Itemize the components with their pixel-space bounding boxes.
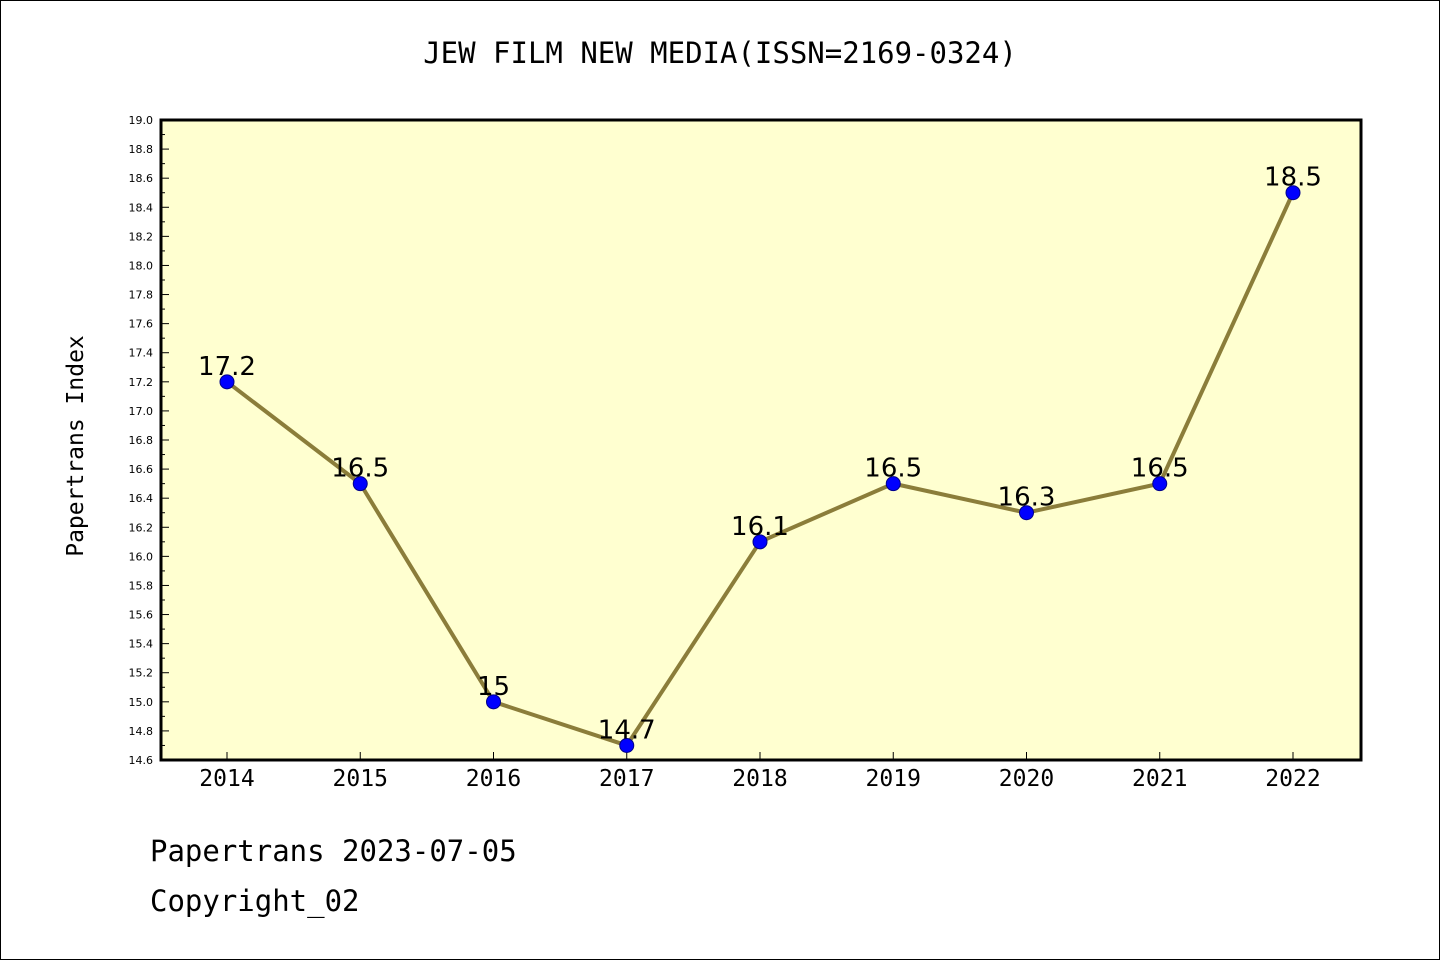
y-tick-label: 15.2 [129,667,154,680]
y-tick-label: 18.4 [129,201,154,214]
data-label: 16.5 [864,454,922,484]
y-tick-label: 15.0 [129,696,154,709]
y-tick-label: 16.2 [129,521,154,534]
y-tick-label: 16.4 [129,492,154,505]
y-tick-label: 15.6 [129,609,154,622]
x-tick-label: 2016 [466,766,521,792]
y-tick-label: 19.0 [129,114,154,127]
y-tick-label: 17.6 [129,318,154,331]
y-tick-label: 18.8 [129,143,154,156]
y-tick-label: 18.6 [129,172,154,185]
x-tick-label: 2022 [1265,766,1320,792]
data-point [885,476,901,492]
data-point [1152,476,1168,492]
y-tick-label: 18.2 [129,230,154,243]
data-point [486,694,501,710]
y-tick-label: 17.8 [129,289,154,302]
data-label: 16.1 [731,512,789,542]
footer-date: Papertrans 2023-07-05 [150,834,517,868]
data-point [619,737,635,753]
data-label: 16.5 [331,454,389,484]
data-point [352,476,368,492]
data-label: 18.5 [1264,163,1322,193]
data-label: 16.5 [1131,454,1189,484]
chart-title: JEW FILM NEW MEDIA(ISSN=2169-0324) [423,36,1017,70]
x-tick-label: 2020 [999,766,1054,792]
data-label: 15 [477,672,510,702]
data-label: 17.2 [198,352,256,382]
x-tick-label: 2014 [199,766,254,792]
data-point [1019,505,1034,521]
y-tick-label: 15.4 [129,638,154,651]
x-tick-label: 2015 [333,766,388,792]
y-tick-label: 17.2 [129,376,154,389]
y-tick-label: 17.0 [129,405,154,418]
plot-area [161,120,1361,760]
y-tick-label: 17.4 [129,347,154,360]
data-label: 16.3 [998,483,1056,513]
y-tick-label: 16.0 [129,550,154,563]
data-point [219,374,235,390]
plot-border [159,118,1363,762]
y-tick-label: 16.6 [129,463,154,476]
x-tick-label: 2018 [732,766,787,792]
data-label: 14.7 [598,715,656,745]
y-tick-label: 15.8 [129,579,154,592]
y-tick-label: 16.8 [129,434,154,447]
x-tick-label: 2021 [1132,766,1187,792]
y-tick-label: 18.0 [129,259,154,272]
x-tick-label: 2017 [599,766,654,792]
data-point [1285,185,1301,201]
y-tick-label: 14.8 [129,725,154,738]
footer-copyright: Copyright_02 [150,884,360,918]
data-point [752,534,768,550]
x-tick-label: 2019 [866,766,921,792]
y-tick-label: 14.6 [129,754,154,767]
